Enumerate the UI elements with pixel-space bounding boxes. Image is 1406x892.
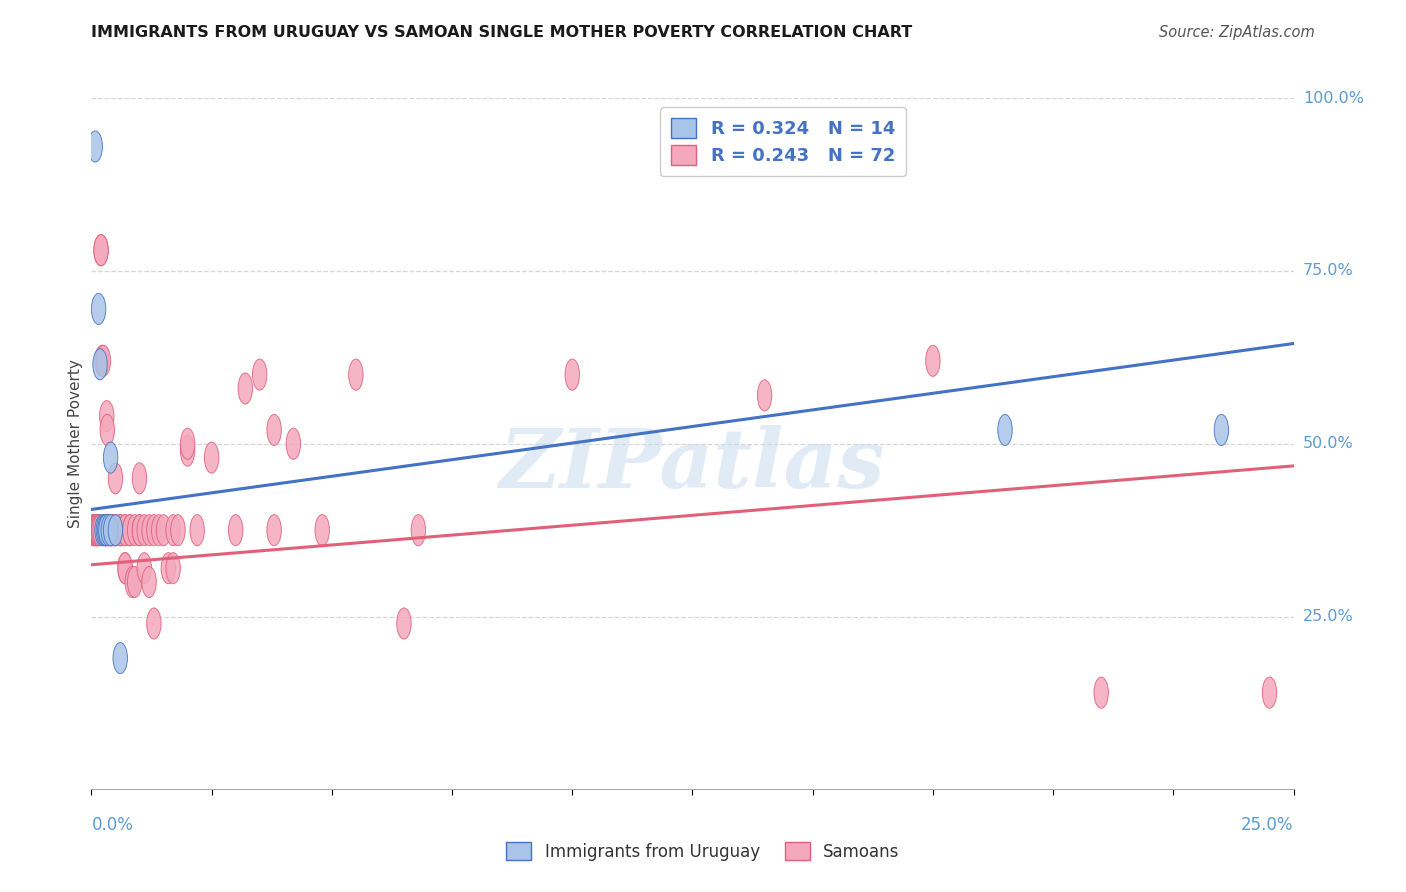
Ellipse shape: [146, 515, 162, 546]
Ellipse shape: [166, 515, 180, 546]
Ellipse shape: [112, 515, 128, 546]
Ellipse shape: [132, 463, 146, 494]
Ellipse shape: [118, 515, 132, 546]
Ellipse shape: [104, 515, 118, 546]
Ellipse shape: [396, 608, 411, 639]
Ellipse shape: [100, 415, 114, 445]
Ellipse shape: [104, 442, 118, 473]
Ellipse shape: [93, 515, 107, 546]
Ellipse shape: [98, 515, 112, 546]
Ellipse shape: [156, 515, 170, 546]
Ellipse shape: [98, 515, 112, 546]
Ellipse shape: [104, 515, 118, 546]
Ellipse shape: [411, 515, 426, 546]
Ellipse shape: [162, 553, 176, 583]
Ellipse shape: [104, 515, 118, 546]
Text: ZIPatlas: ZIPatlas: [499, 425, 886, 505]
Ellipse shape: [108, 515, 122, 546]
Text: 25.0%: 25.0%: [1303, 609, 1354, 624]
Y-axis label: Single Mother Poverty: Single Mother Poverty: [67, 359, 83, 528]
Ellipse shape: [94, 345, 110, 376]
Ellipse shape: [101, 515, 115, 546]
Ellipse shape: [166, 553, 180, 583]
Ellipse shape: [204, 442, 219, 473]
Legend: Immigrants from Uruguay, Samoans: Immigrants from Uruguay, Samoans: [499, 836, 907, 868]
Text: 75.0%: 75.0%: [1303, 263, 1354, 278]
Ellipse shape: [136, 515, 152, 546]
Ellipse shape: [758, 380, 772, 411]
Ellipse shape: [89, 131, 103, 162]
Text: Source: ZipAtlas.com: Source: ZipAtlas.com: [1159, 25, 1315, 40]
Ellipse shape: [98, 515, 112, 546]
Ellipse shape: [565, 359, 579, 390]
Text: 25.0%: 25.0%: [1241, 816, 1294, 834]
Text: 100.0%: 100.0%: [1303, 91, 1364, 105]
Ellipse shape: [267, 415, 281, 445]
Ellipse shape: [98, 515, 112, 546]
Ellipse shape: [105, 515, 121, 546]
Ellipse shape: [1263, 677, 1277, 708]
Ellipse shape: [89, 515, 103, 546]
Ellipse shape: [96, 345, 111, 376]
Ellipse shape: [998, 415, 1012, 445]
Ellipse shape: [180, 435, 195, 467]
Ellipse shape: [112, 515, 128, 546]
Ellipse shape: [94, 515, 110, 546]
Ellipse shape: [142, 515, 156, 546]
Ellipse shape: [90, 515, 104, 546]
Ellipse shape: [87, 515, 101, 546]
Ellipse shape: [170, 515, 186, 546]
Ellipse shape: [253, 359, 267, 390]
Ellipse shape: [136, 553, 152, 583]
Ellipse shape: [238, 373, 253, 404]
Ellipse shape: [101, 515, 115, 546]
Ellipse shape: [1094, 677, 1108, 708]
Ellipse shape: [91, 293, 105, 325]
Ellipse shape: [112, 515, 128, 546]
Ellipse shape: [267, 515, 281, 546]
Ellipse shape: [108, 463, 122, 494]
Ellipse shape: [118, 515, 132, 546]
Legend: R = 0.324   N = 14, R = 0.243   N = 72: R = 0.324 N = 14, R = 0.243 N = 72: [659, 107, 905, 176]
Ellipse shape: [97, 515, 112, 546]
Text: IMMIGRANTS FROM URUGUAY VS SAMOAN SINGLE MOTHER POVERTY CORRELATION CHART: IMMIGRANTS FROM URUGUAY VS SAMOAN SINGLE…: [91, 25, 912, 40]
Ellipse shape: [146, 608, 162, 639]
Text: 50.0%: 50.0%: [1303, 436, 1354, 451]
Ellipse shape: [287, 428, 301, 459]
Ellipse shape: [90, 515, 104, 546]
Ellipse shape: [96, 515, 111, 546]
Ellipse shape: [128, 566, 142, 598]
Ellipse shape: [122, 515, 136, 546]
Ellipse shape: [180, 428, 195, 459]
Ellipse shape: [125, 566, 139, 598]
Ellipse shape: [190, 515, 204, 546]
Ellipse shape: [118, 553, 132, 583]
Ellipse shape: [94, 235, 108, 266]
Ellipse shape: [152, 515, 166, 546]
Ellipse shape: [112, 642, 128, 673]
Ellipse shape: [93, 349, 107, 380]
Ellipse shape: [228, 515, 243, 546]
Ellipse shape: [349, 359, 363, 390]
Ellipse shape: [108, 515, 122, 546]
Ellipse shape: [132, 515, 146, 546]
Ellipse shape: [104, 515, 118, 546]
Ellipse shape: [108, 515, 122, 546]
Ellipse shape: [315, 515, 329, 546]
Ellipse shape: [122, 515, 136, 546]
Ellipse shape: [91, 515, 105, 546]
Ellipse shape: [1215, 415, 1229, 445]
Ellipse shape: [86, 515, 100, 546]
Ellipse shape: [91, 515, 105, 546]
Ellipse shape: [94, 235, 108, 266]
Ellipse shape: [132, 515, 146, 546]
Ellipse shape: [118, 553, 132, 583]
Ellipse shape: [142, 566, 156, 598]
Ellipse shape: [128, 515, 142, 546]
Ellipse shape: [100, 401, 114, 432]
Ellipse shape: [89, 515, 104, 546]
Ellipse shape: [925, 345, 941, 376]
Text: 0.0%: 0.0%: [91, 816, 134, 834]
